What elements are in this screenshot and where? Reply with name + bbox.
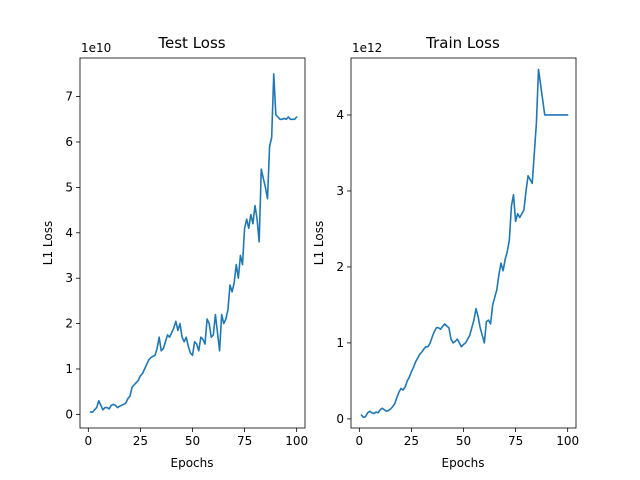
test-loss-ytick-label: 4 <box>65 226 73 240</box>
test-loss-ytick-label: 3 <box>65 271 73 285</box>
train-loss-series-line <box>360 68 569 419</box>
test-loss-xtick-label: 100 <box>285 434 308 448</box>
test-loss-xtick-label: 75 <box>237 434 252 448</box>
train-loss-ylabel: L1 Loss <box>312 221 326 265</box>
test-loss-panel: Test Loss 1e10 Epochs L1 Loss 0 25 50 75 100… <box>41 34 308 470</box>
train-loss-xlabel: Epochs <box>442 456 485 470</box>
test-loss-axes-frame <box>79 57 306 429</box>
train-loss-panel: Train Loss 1e12 Epochs L1 Loss 0 25 50 75 10… <box>312 34 579 470</box>
train-loss-ticks: 0 25 50 75 100 0 1 2 3 4 <box>336 108 579 448</box>
train-loss-xtick-label: 50 <box>456 434 471 448</box>
train-loss-ytick-label: 3 <box>336 184 344 198</box>
test-loss-ticks: 0 25 50 75 100 0 1 2 3 4 5 6 7 <box>65 90 308 448</box>
test-loss-offset-label: 1e10 <box>81 41 111 55</box>
test-loss-ytick-label: 2 <box>65 317 73 331</box>
train-loss-xtick-label: 100 <box>556 434 579 448</box>
train-loss-title: Train Loss <box>425 34 500 52</box>
test-loss-ytick-label: 1 <box>65 362 73 376</box>
train-loss-axes-frame <box>350 57 577 429</box>
train-loss-offset-label: 1e12 <box>352 41 382 55</box>
test-loss-title: Test Loss <box>157 34 225 52</box>
train-loss-xtick-label: 0 <box>356 434 364 448</box>
test-loss-ytick-label: 5 <box>65 180 73 194</box>
test-loss-ytick-label: 7 <box>65 90 73 104</box>
train-loss-ytick-label: 1 <box>336 336 344 350</box>
test-loss-ytick-label: 0 <box>65 407 73 421</box>
test-loss-xtick-label: 0 <box>85 434 93 448</box>
train-loss-ytick-label: 4 <box>336 108 344 122</box>
train-loss-xtick-label: 75 <box>508 434 523 448</box>
test-loss-xtick-label: 50 <box>185 434 200 448</box>
train-loss-ytick-label: 0 <box>336 412 344 426</box>
test-loss-ytick-label: 6 <box>65 135 73 149</box>
test-loss-xtick-label: 25 <box>133 434 148 448</box>
train-loss-ytick-label: 2 <box>336 260 344 274</box>
test-loss-series-line <box>89 73 298 413</box>
test-loss-ylabel: L1 Loss <box>41 221 55 265</box>
test-loss-xlabel: Epochs <box>171 456 214 470</box>
train-loss-xtick-label: 25 <box>404 434 419 448</box>
